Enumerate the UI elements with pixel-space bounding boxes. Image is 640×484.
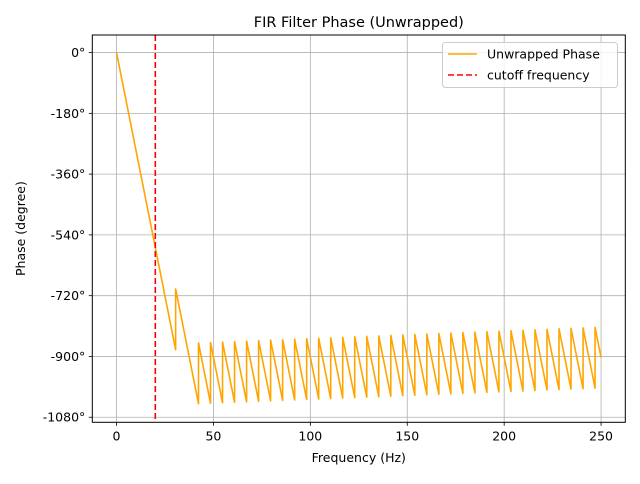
x-axis-label: Frequency (Hz) (312, 450, 406, 465)
grid-lines (92, 35, 626, 423)
x-tick-label: 100 (298, 428, 322, 443)
y-tick-label: -360° (51, 167, 86, 182)
y-tick-label: 0° (71, 45, 85, 60)
y-tick-label: -720° (51, 288, 86, 303)
y-tick-label: -540° (51, 227, 86, 242)
x-tick-label: 150 (395, 428, 419, 443)
plot-area (115, 35, 602, 423)
y-tick-label: -180° (51, 106, 86, 121)
legend-label-cutoff-frequency: cutoff frequency (487, 68, 590, 83)
chart-title: FIR Filter Phase (Unwrapped) (254, 15, 464, 31)
x-tick-label: 200 (492, 428, 516, 443)
y-tick-label: -900° (51, 349, 86, 364)
legend: Unwrapped Phase cutoff frequency (442, 42, 618, 88)
x-tick-label: 250 (589, 428, 613, 443)
x-tick-label: 50 (205, 428, 221, 443)
axes-frame (91, 34, 626, 423)
y-axis-label: Phase (degree) (13, 181, 28, 276)
legend-label-unwrapped-phase: Unwrapped Phase (487, 47, 600, 62)
x-tick-label: 0 (113, 428, 121, 443)
legend-box (442, 42, 618, 88)
ticks: 0 50 100 150 200 250 0° -180° -360° -540° -720° -90… (43, 45, 613, 443)
unwrapped-phase-line (115, 52, 602, 405)
y-tick-label: -1080° (43, 410, 86, 425)
